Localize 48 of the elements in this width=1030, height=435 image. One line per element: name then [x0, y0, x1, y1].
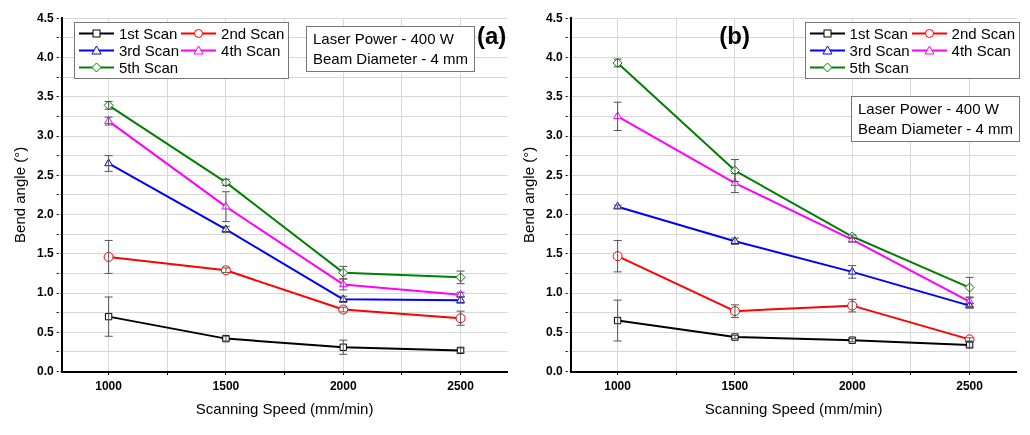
x-tick-label: 2000 — [329, 379, 357, 394]
y-tick-label: 4.5 — [36, 10, 54, 25]
y-tick-label: 2.5 — [545, 167, 563, 182]
legend-label: 2nd Scan — [221, 25, 285, 42]
annotation: Beam Diameter - 4 mm — [312, 49, 468, 69]
x-tick-label: 2000 — [838, 379, 866, 394]
legend-label: 4th Scan — [951, 42, 1011, 59]
y-tick-label: 4.0 — [36, 49, 54, 64]
x-tick-label: 2500 — [447, 379, 475, 394]
x-axis-title: Scanning Speed (mm/min) — [704, 400, 883, 418]
legend-label: 5th Scan — [119, 59, 179, 76]
legend-label: 4th Scan — [221, 42, 281, 59]
y-tick-label: 2.5 — [36, 167, 54, 182]
annotation: Laser Power - 400 W — [857, 99, 1000, 119]
legend-label: 2nd Scan — [951, 25, 1015, 42]
y-tick-label: 3.0 — [36, 128, 54, 143]
y-tick-label: 3.5 — [545, 89, 563, 104]
y-axis-title: Bend angle (°) — [520, 146, 538, 243]
y-tick-label: 0.5 — [36, 324, 54, 339]
y-axis-title: Bend angle (°) — [11, 146, 29, 243]
y-tick-label: 1.5 — [36, 246, 54, 261]
legend-label: 1st Scan — [119, 25, 178, 42]
y-tick-label: 3.5 — [36, 89, 54, 104]
y-tick-label: 0.0 — [36, 363, 54, 378]
x-axis-title: Scanning Speed (mm/min) — [195, 400, 374, 418]
legend-label: 3rd Scan — [119, 42, 180, 59]
annotation: Beam Diameter - 4 mm — [857, 119, 1013, 139]
y-tick-label: 3.0 — [545, 128, 563, 143]
x-tick-label: 1500 — [721, 379, 749, 394]
legend-label: 1st Scan — [849, 25, 908, 42]
y-tick-label: 1.0 — [545, 285, 563, 300]
y-tick-label: 0.0 — [545, 363, 563, 378]
y-tick-label: 1.0 — [36, 285, 54, 300]
annotation: Laser Power - 400 W — [312, 29, 455, 49]
x-tick-label: 1500 — [212, 379, 240, 394]
y-tick-label: 4.5 — [545, 10, 563, 25]
y-tick-label: 4.0 — [545, 49, 563, 64]
x-tick-label: 1000 — [95, 379, 123, 394]
legend-label: 3rd Scan — [849, 42, 910, 59]
annotation: (a) — [477, 22, 507, 50]
y-tick-label: 2.0 — [36, 206, 54, 221]
x-tick-label: 2500 — [956, 379, 984, 394]
y-tick-label: 2.0 — [545, 206, 563, 221]
y-tick-label: 0.5 — [545, 324, 563, 339]
y-tick-label: 1.5 — [545, 246, 563, 261]
annotation: (b) — [719, 22, 750, 50]
x-tick-label: 1000 — [604, 379, 632, 394]
legend-label: 5th Scan — [849, 59, 909, 76]
